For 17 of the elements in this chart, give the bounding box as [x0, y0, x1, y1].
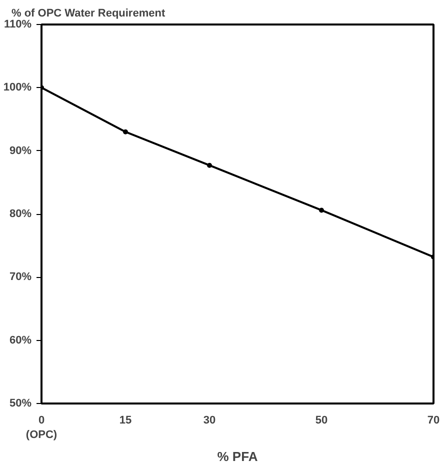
y-tick-label: 70% — [9, 271, 32, 284]
point — [123, 129, 128, 134]
y-tick-label: 80% — [9, 208, 32, 220]
point — [207, 162, 212, 168]
chart-title: % of OPC Water Requirement — [12, 8, 166, 20]
x-tick-label: 30 — [203, 414, 216, 426]
y-tick-label: 60% — [9, 334, 32, 346]
y-tick-label: 110% — [4, 18, 32, 30]
y-tick-label: 50% — [9, 398, 32, 410]
x-tick-label: 50 — [315, 414, 328, 426]
x-tick-label: 0 (OPC) — [26, 414, 58, 441]
x-axis-title: % PFA — [217, 448, 258, 464]
y-tick-label: 100% — [3, 82, 32, 94]
x-tick-label: 15 — [119, 414, 132, 426]
y-tick-label: 90% — [9, 144, 32, 157]
point — [319, 208, 324, 213]
x-tick-label: 70 — [427, 414, 440, 426]
